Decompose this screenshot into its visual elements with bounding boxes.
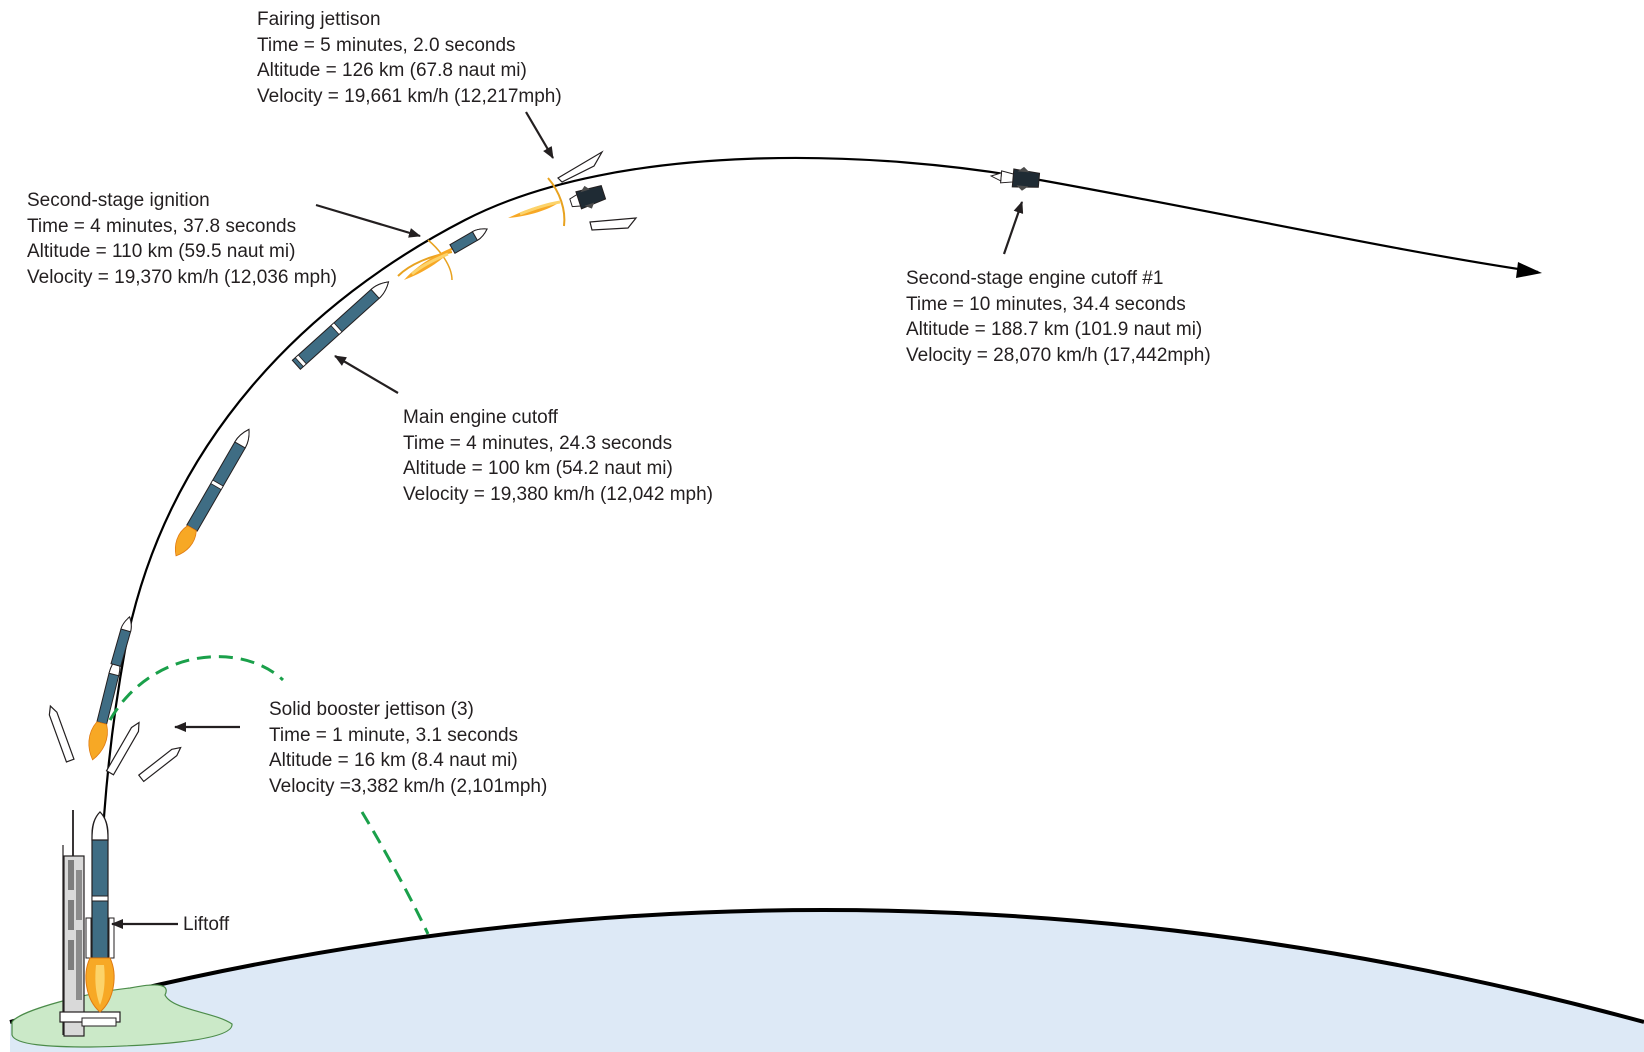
solid-booster-icon (137, 746, 182, 783)
solid-booster-jettison-title: Solid booster jettison (3) (269, 699, 474, 720)
fairing-jettison-time: Time = 5 minutes, 2.0 seconds (257, 34, 516, 56)
rocket-main-cutoff-icon (291, 281, 390, 370)
solid-booster-icon (105, 721, 140, 776)
liftoff-title: Liftoff (183, 914, 230, 935)
second-stage-ignition-time: Time = 4 minutes, 37.8 seconds (27, 215, 297, 237)
second-stage-ignition-callout: Second-stage ignition Time = 4 minutes, … (27, 188, 337, 290)
fairing-jettison-title: Fairing jettison (257, 9, 381, 30)
main-engine-cutoff-velocity: Velocity = 19,380 km/h (12,042 mph) (403, 483, 713, 505)
second-stage-cutoff-title: Second-stage engine cutoff #1 (906, 268, 1164, 289)
main-engine-cutoff-altitude: Altitude = 100 km (54.2 naut mi) (403, 458, 673, 479)
liftoff-callout: Liftoff (183, 912, 229, 938)
launch-tower-icon (59, 810, 121, 1037)
second-ignition-arrow (315, 203, 421, 238)
main-cutoff-arrow (334, 355, 399, 394)
earth-horizon-line (9, 908, 1644, 1024)
booster-fall-path (108, 655, 285, 721)
rocket-ascent-1-icon (88, 656, 121, 761)
main-engine-cutoff-title: Main engine cutoff (403, 407, 558, 428)
solid-booster-jettison-altitude: Altitude = 16 km (8.4 naut mi) (269, 750, 518, 771)
second-stage-cutoff-velocity: Velocity = 28,070 km/h (17,442mph) (906, 344, 1211, 366)
second-stage-ignition-velocity: Velocity = 19,370 km/h (12,036 mph) (27, 266, 337, 288)
rocket-on-pad-icon (85, 811, 115, 1013)
fairing-jettison-callout: Fairing jettison Time = 5 minutes, 2.0 s… (257, 7, 562, 109)
solid-booster-jettison-velocity: Velocity =3,382 km/h (2,101mph) (269, 775, 548, 797)
second-stage-ignition-title: Second-stage ignition (27, 190, 210, 211)
trajectory-end-arrow-icon (1516, 262, 1542, 278)
solid-booster-jettison-time: Time = 1 minute, 3.1 seconds (269, 724, 519, 746)
earth-surface (10, 910, 1644, 1052)
second-stage-cutoff-time: Time = 10 minutes, 34.4 seconds (906, 293, 1186, 315)
second-stage-cutoff-callout: Second-stage engine cutoff #1 Time = 10 … (906, 266, 1211, 368)
fairing-jettison-velocity: Velocity = 19,661 km/h (12,217mph) (257, 85, 562, 107)
second-stage-ignition-altitude: Altitude = 110 km (59.5 naut mi) (27, 241, 296, 262)
second-cutoff-arrow (1002, 201, 1024, 255)
upper-stage-icon (989, 166, 1041, 191)
second-stage-ignition-icon (397, 228, 488, 281)
fairing-arrow (525, 111, 554, 159)
second-stage-cutoff-altitude: Altitude = 188.7 km (101.9 naut mi) (906, 319, 1203, 340)
trajectory-path (95, 156, 1539, 1001)
fairing-jettison-altitude: Altitude = 126 km (67.8 naut mi) (257, 60, 527, 81)
fairing-jettison-icon (508, 150, 638, 231)
main-engine-cutoff-time: Time = 4 minutes, 24.3 seconds (403, 432, 673, 454)
rocket-ascent-2-icon (110, 616, 132, 667)
rocket-ascent-3-icon (174, 428, 250, 557)
booster-fall-path-lower (360, 811, 430, 935)
solid-booster-icon (48, 704, 75, 763)
solid-booster-jettison-callout: Solid booster jettison (3) Time = 1 minu… (269, 697, 547, 799)
main-engine-cutoff-callout: Main engine cutoff Time = 4 minutes, 24.… (403, 405, 713, 507)
